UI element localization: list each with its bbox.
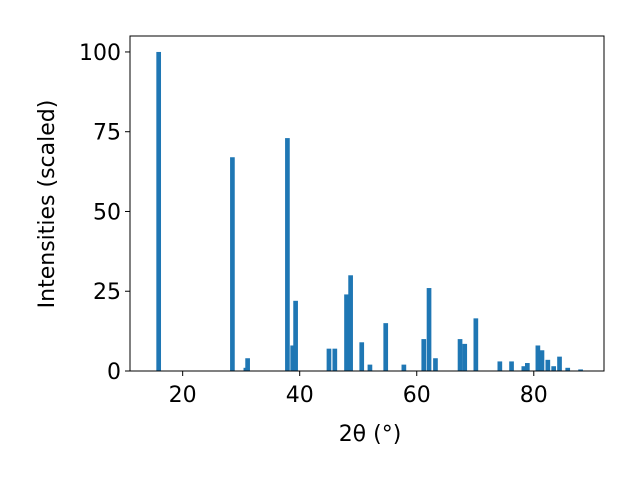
bar	[545, 359, 551, 371]
bar	[383, 323, 389, 371]
x-tick-label: 80	[520, 383, 548, 408]
y-tick-label: 25	[93, 280, 121, 305]
bar	[326, 348, 332, 371]
x-tick-label: 60	[403, 383, 431, 408]
bar	[348, 275, 353, 371]
plot-frame	[129, 35, 605, 372]
bar	[230, 157, 235, 371]
bar	[457, 339, 463, 371]
x-tick-label: 20	[169, 383, 197, 408]
x-tick-label: 40	[286, 383, 314, 408]
bar	[473, 318, 479, 371]
bar	[521, 366, 527, 371]
y-tick-label: 100	[79, 41, 121, 66]
bar	[433, 358, 438, 371]
bar	[525, 363, 530, 371]
bar	[426, 288, 432, 371]
bar	[557, 356, 562, 371]
bar	[344, 294, 349, 371]
bar	[332, 348, 338, 371]
bar	[565, 367, 571, 371]
bar	[497, 361, 503, 371]
y-axis-label: Intensities (scaled)	[35, 100, 60, 309]
bar	[578, 369, 583, 371]
bar	[367, 364, 373, 371]
bar	[401, 364, 407, 371]
bar	[290, 345, 296, 371]
bar	[535, 345, 541, 371]
bar	[462, 343, 468, 371]
y-tick-label: 75	[93, 121, 121, 146]
bar	[285, 138, 290, 371]
x-axis-label: 2θ (°)	[339, 422, 402, 447]
bar	[359, 342, 365, 371]
y-tick-label: 0	[107, 360, 121, 385]
bar	[293, 300, 298, 371]
bar	[245, 358, 250, 371]
bar	[539, 350, 545, 371]
bar	[551, 366, 557, 371]
bar	[509, 361, 514, 371]
bar	[156, 51, 162, 371]
y-tick-label: 50	[93, 200, 121, 225]
bar	[421, 339, 427, 371]
